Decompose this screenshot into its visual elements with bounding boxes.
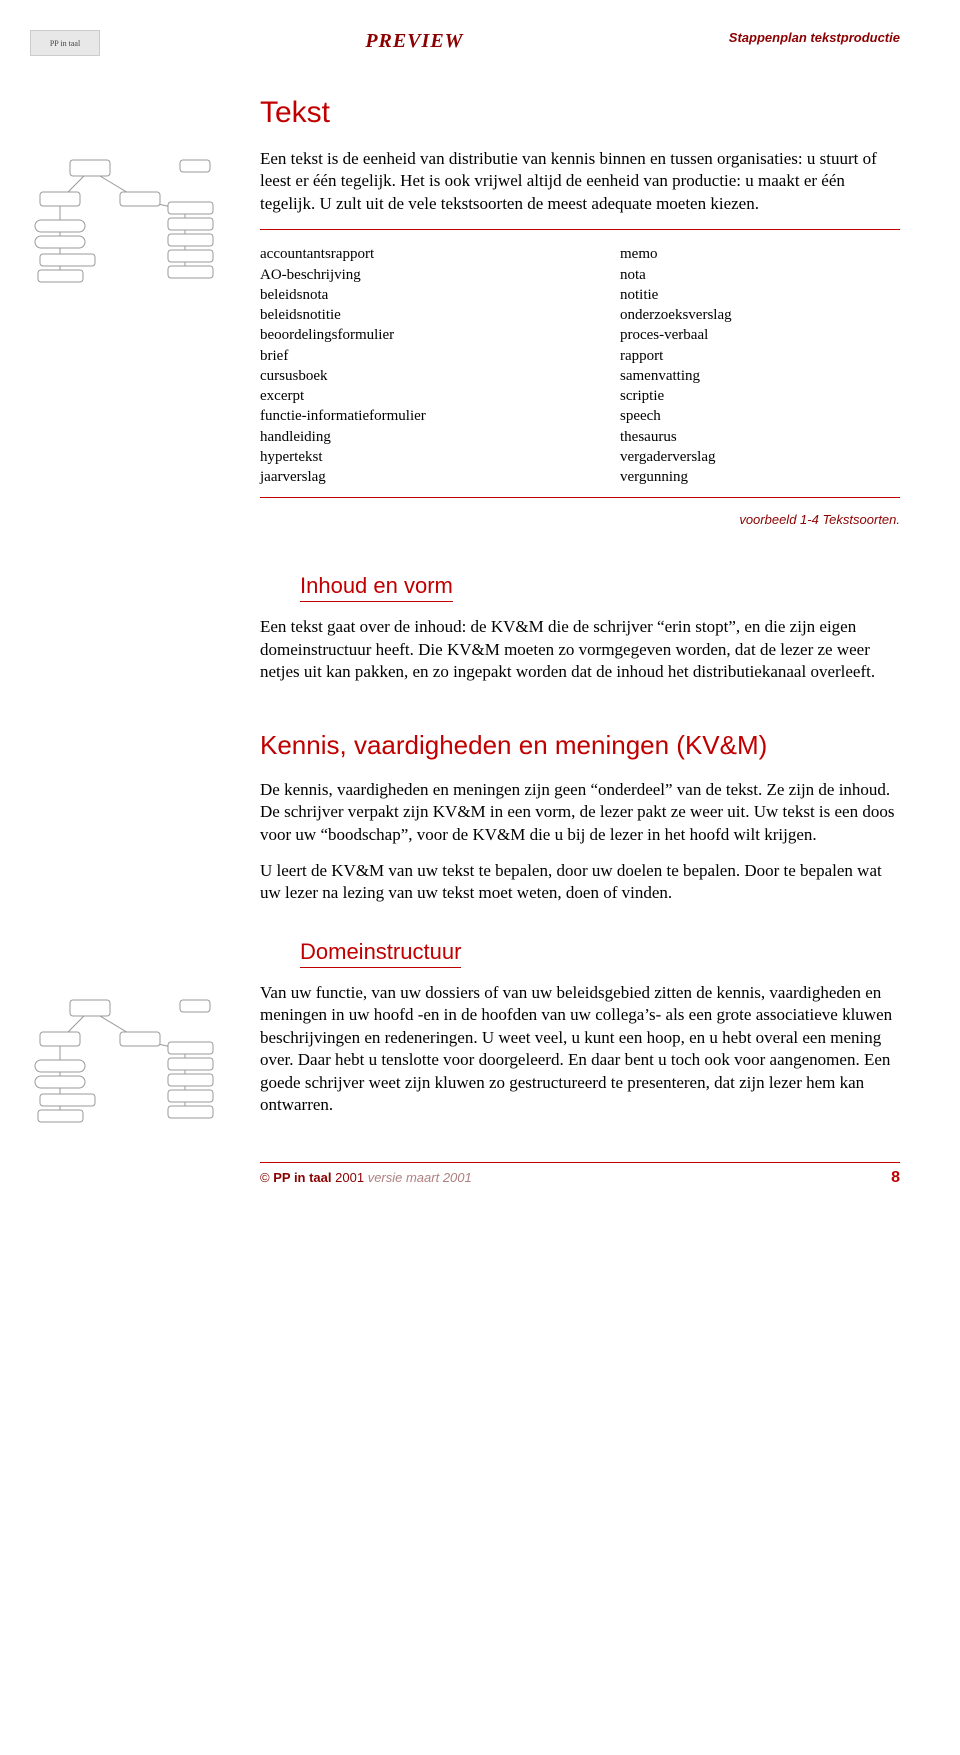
list-item: beoordelingsformulier [260, 325, 540, 345]
diagram-thumb-1 [30, 150, 230, 300]
footer-brand: PP in taal [273, 1170, 331, 1185]
heading-kvm: Kennis, vaardigheden en meningen (KV&M) [260, 730, 900, 761]
separator [260, 497, 900, 498]
heading-tekst: Tekst [260, 96, 900, 130]
footer-year: 2001 [335, 1170, 364, 1185]
copyright-symbol: © [260, 1170, 270, 1185]
list-item: hypertekst [260, 447, 540, 467]
list-item: jaarverslag [260, 467, 540, 487]
list-item: memo [620, 244, 900, 264]
heading-inhoud: Inhoud en vorm [300, 573, 453, 602]
concept-map-icon [30, 150, 230, 300]
footer: © PP in taal 2001 versie maart 2001 8 [260, 1162, 900, 1187]
list-item: notitie [620, 285, 900, 305]
list-item: beleidsnota [260, 285, 540, 305]
list-item: thesaurus [620, 427, 900, 447]
tekstsoorten-list: accountantsrapport AO-beschrijving belei… [260, 244, 900, 487]
concept-map-icon [30, 990, 230, 1140]
para-inhoud: Een tekst gaat over de inhoud: de KV&M d… [260, 616, 900, 683]
para-kvm-1: De kennis, vaardigheden en meningen zijn… [260, 779, 900, 846]
diagram-thumb-2 [30, 990, 230, 1140]
copyright: © PP in taal 2001 versie maart 2001 [260, 1170, 472, 1185]
section-kvm: Kennis, vaardigheden en meningen (KV&M) … [260, 730, 900, 905]
list-item: excerpt [260, 386, 540, 406]
preview-label: PREVIEW [365, 30, 463, 53]
list-item: proces-verbaal [620, 325, 900, 345]
header-bar: PP in taal PREVIEW Stappenplan tekstprod… [30, 30, 900, 56]
section-tekst: Tekst Een tekst is de eenheid van distri… [260, 96, 900, 527]
list-item: vergaderverslag [620, 447, 900, 467]
list-item: handleiding [260, 427, 540, 447]
list-item: accountantsrapport [260, 244, 540, 264]
list-item: functie-informatieformulier [260, 406, 540, 426]
list-item: nota [620, 265, 900, 285]
list-item: vergunning [620, 467, 900, 487]
section-domein: Domeinstructuur Van uw functie, van uw d… [260, 939, 900, 1117]
list-col-right: memo nota notitie onderzoeksverslag proc… [620, 244, 900, 487]
list-item: AO-beschrijving [260, 265, 540, 285]
para-kvm-2: U leert de KV&M van uw tekst te bepalen,… [260, 860, 900, 905]
list-item: rapport [620, 346, 900, 366]
doc-subtitle: Stappenplan tekstproductie [729, 30, 900, 45]
list-item: samenvatting [620, 366, 900, 386]
list-item: brief [260, 346, 540, 366]
page-number: 8 [891, 1169, 900, 1187]
list-col-left: accountantsrapport AO-beschrijving belei… [260, 244, 540, 487]
separator [260, 229, 900, 230]
list-item: speech [620, 406, 900, 426]
list-item: scriptie [620, 386, 900, 406]
heading-domein: Domeinstructuur [300, 939, 461, 968]
para-domein: Van uw functie, van uw dossiers of van u… [260, 982, 900, 1117]
caption-tekstsoorten: voorbeeld 1-4 Tekstsoorten. [260, 512, 900, 527]
list-item: onderzoeksverslag [620, 305, 900, 325]
list-item: beleidsnotitie [260, 305, 540, 325]
logo: PP in taal [30, 30, 100, 56]
para-tekst: Een tekst is de eenheid van distributie … [260, 148, 900, 215]
page: PP in taal PREVIEW Stappenplan tekstprod… [0, 0, 960, 1217]
footer-version: versie maart 2001 [368, 1170, 472, 1185]
section-inhoud: Inhoud en vorm Een tekst gaat over de in… [260, 573, 900, 683]
list-item: cursusboek [260, 366, 540, 386]
